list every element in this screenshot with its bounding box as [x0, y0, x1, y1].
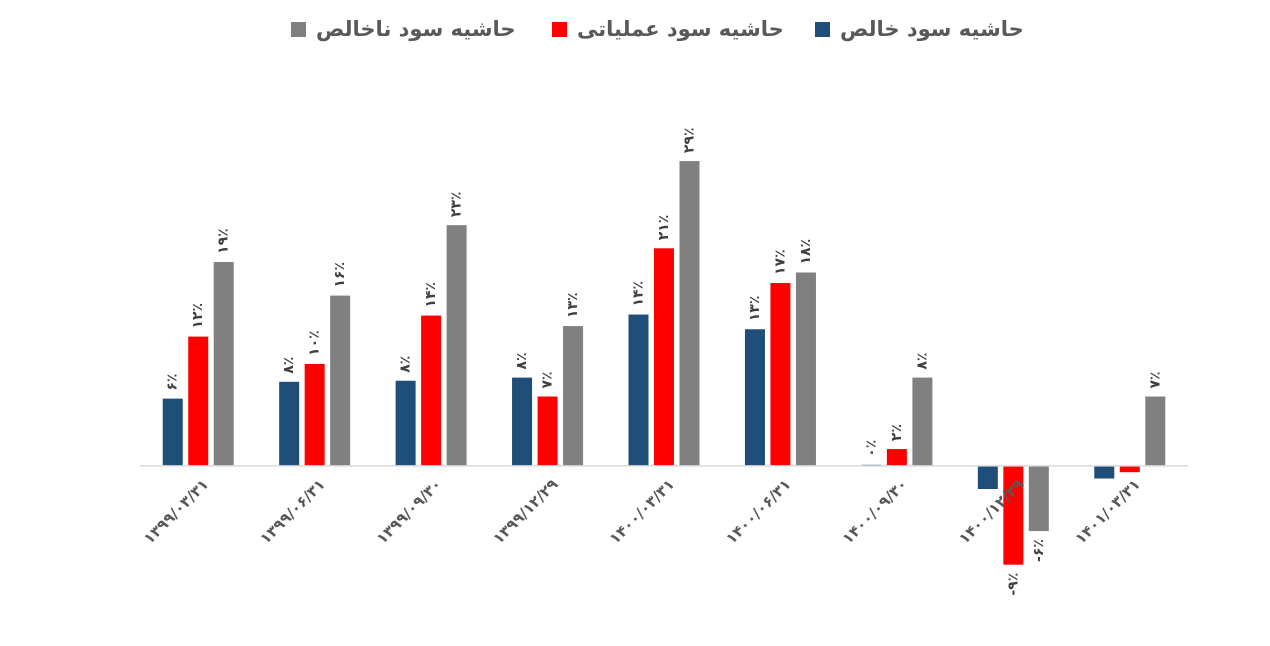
- bar: [330, 295, 351, 466]
- legend-label: حاشیه سود خالص: [840, 17, 1024, 41]
- bar: [421, 315, 442, 466]
- bar: [213, 261, 234, 466]
- bar: [188, 336, 209, 466]
- value-label: ۱۷٪: [772, 249, 788, 275]
- value-label: ۱۰٪: [307, 330, 323, 356]
- value-label: ۸٪: [398, 356, 414, 373]
- bar: [654, 248, 674, 466]
- bar: [912, 377, 933, 466]
- bar: [628, 314, 649, 466]
- x-tick-label: ۱۴۰۰/۰۶/۳۱: [722, 475, 794, 547]
- value-label: ۸٪: [914, 353, 930, 370]
- bar: [162, 398, 183, 466]
- value-label: ۱۳٪: [565, 292, 581, 318]
- x-tick-label: ۱۳۹۹/۰۶/۳۱: [256, 475, 328, 547]
- bar: [279, 381, 300, 466]
- value-label: ۱۸٪: [798, 239, 814, 265]
- value-label: ۱۲٪: [190, 303, 206, 329]
- bar: [1119, 465, 1140, 473]
- bar: [886, 449, 907, 466]
- value-label: ۷٪: [1147, 371, 1163, 388]
- bar: [537, 396, 558, 466]
- bar: [512, 377, 533, 466]
- legend-swatch: [291, 22, 306, 37]
- bar: [1003, 465, 1024, 565]
- x-tick-label: ۱۴۰۰/۰۳/۳۱: [606, 475, 678, 547]
- value-label: ۶٪: [165, 374, 181, 391]
- bar: [1145, 396, 1166, 466]
- bar: [770, 282, 791, 466]
- value-label: ۷٪: [540, 371, 556, 388]
- value-label: ۲٪: [889, 424, 905, 441]
- bar: [679, 161, 700, 466]
- value-label: -۶٪: [1031, 539, 1047, 562]
- value-label: ۱۶٪: [332, 262, 348, 288]
- legend-label: حاشیه سود عملیاتی: [577, 17, 784, 41]
- value-label: ۰٪: [863, 440, 879, 457]
- legend-swatch: [815, 22, 830, 37]
- bar: [1094, 465, 1115, 479]
- value-label: ۱۳٪: [747, 296, 763, 322]
- legend-label: حاشیه سود ناخالص: [316, 17, 516, 41]
- value-label: ۲۳٪: [449, 192, 465, 218]
- x-tick-label: ۱۳۹۹/۰۳/۳۱: [140, 475, 212, 547]
- bar: [1028, 465, 1049, 532]
- value-label: ۲۱٪: [656, 215, 672, 241]
- value-label: ۸٪: [514, 353, 530, 370]
- bar: [304, 363, 325, 466]
- value-label: ۲۹٪: [682, 127, 698, 153]
- bar: [977, 465, 998, 490]
- bar: [446, 225, 467, 466]
- bar: [795, 272, 816, 466]
- value-label: ۱۴٪: [631, 281, 647, 307]
- x-tick-label: ۱۴۰۰/۰۹/۳۰: [839, 475, 911, 547]
- x-tick-label: ۱۴۰۱/۰۳/۳۱: [1072, 475, 1144, 547]
- value-label: ۱۴٪: [423, 282, 439, 308]
- value-label: ۸٪: [281, 357, 297, 374]
- legend-swatch: [552, 22, 567, 37]
- x-tick-label: ۱۳۹۹/۱۲/۲۹: [489, 475, 561, 547]
- value-label: -۹٪: [1005, 573, 1021, 596]
- bar: [563, 326, 584, 466]
- bar: [395, 380, 416, 466]
- bar: [744, 329, 765, 466]
- value-label: ۱۹٪: [216, 228, 232, 254]
- x-tick-label: ۱۳۹۹/۰۹/۳۰: [373, 475, 445, 547]
